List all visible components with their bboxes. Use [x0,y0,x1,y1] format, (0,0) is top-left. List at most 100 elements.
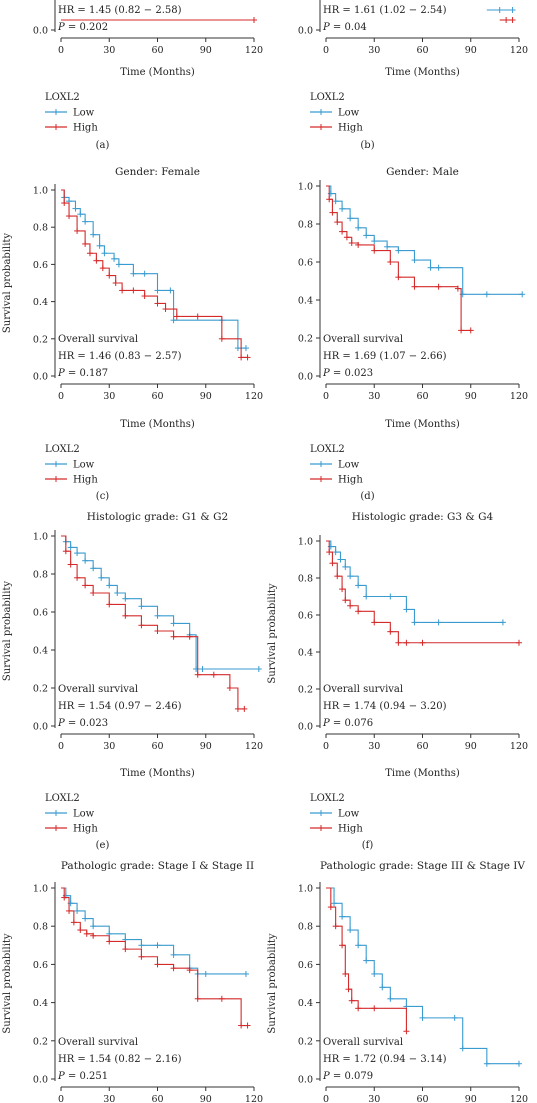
x-tick-label: 60 [151,45,163,56]
y-axis: 0.0 0.2 0.4 0.6 0.8 1.0 [33,184,56,383]
x-axis: 0 30 60 90 120 [323,383,528,402]
panel-title: Pathologic grade: Stage III & Stage IV [320,860,525,872]
x-tick-label: 0 [323,391,329,402]
x-tick-label: 0 [58,741,64,752]
p-value-number: = 0.187 [68,368,108,379]
panel-a: 0.0 0 30 60 90 120 Time (Months) HR = 1.45 (0.8… [33,0,263,151]
y-axis-label: Survival probability [2,933,13,1033]
y-axis: 0.0 [33,0,56,37]
series-low-curve [326,540,503,623]
annotation-title: Overall survival [323,1037,403,1048]
legend-label-high: High [338,475,363,486]
x-tick-label: 30 [368,391,380,402]
p-symbol: P [57,1071,68,1082]
plot-area [326,887,522,1067]
x-tick-label: 90 [200,1094,212,1103]
legend: LOXL2 Low High [45,92,98,134]
panel-label: (c) [96,491,110,502]
annotation: Overall survival HR = 1.54 (0.82 − 2.16) P… [57,1037,182,1082]
legend-label-low: Low [338,460,360,471]
annotation-title: Overall survival [58,334,138,345]
x-tick-label: 90 [465,1094,477,1103]
y-tick-label: 0.2 [33,1036,48,1047]
p-symbol: P [57,718,68,729]
legend-title: LOXL2 [45,793,80,804]
legend-label-low: Low [73,809,95,820]
series-high-curve [61,887,248,1027]
annotation-title: Overall survival [58,1037,138,1048]
y-tick-label: 0.8 [298,574,313,585]
y-tick-label: 0.2 [298,685,313,696]
y-tick-label: 0.2 [298,334,313,345]
plot-area [61,535,262,712]
y-tick-label: 0.0 [33,722,48,733]
panel-g: Pathologic grade: Stage I & Stage II0.00… [2,860,263,1103]
y-tick-label: 0.0 [33,1075,48,1086]
panel-title: Gender: Female [115,166,200,178]
x-axis: 0 30 60 90 120 [323,37,528,56]
panel-d: Gender: Male 0.0 0.2 0.4 0.6 0.8 1.0 0 30 60 90 120… [298,166,528,502]
x-tick-label: 120 [510,391,528,402]
y-tick-label: 0.4 [33,297,48,308]
legend-title: LOXL2 [45,92,80,103]
y-tick-label: 1.0 [298,537,313,548]
panel-f: Histologic grade: G3 & G4 0.0 0.2 0.4 0.6 0.8… [267,511,528,851]
p-symbol: P [322,368,333,379]
x-axis-label: Time (Months) [120,768,195,779]
x-tick-label: 0 [323,1094,329,1103]
x-axis-label: Time (Months) [385,419,460,430]
plot-area [61,17,257,23]
x-tick-label: 120 [510,1094,528,1103]
x-tick-label: 0 [58,1094,64,1103]
hazard-ratio: HR = 1.74 (0.94 − 3.20) [323,701,447,712]
x-axis: 0 30 60 90 120 [323,733,528,752]
y-tick-label: 0.6 [33,260,48,271]
y-axis-label: Survival probability [2,233,13,333]
x-tick-label: 0 [58,391,64,402]
y-tick-label: 0.6 [33,608,48,619]
p-value: P = 0.023 [57,718,108,729]
panel-label: (b) [360,140,374,151]
series-high-curve [326,185,471,331]
y-axis: 0.0 0.2 0.4 0.6 0.8 1.0 [298,535,321,733]
p-symbol: P [322,22,333,33]
legend-label-low: Low [338,108,360,119]
p-value-number: = 0.251 [68,1071,108,1082]
y-axis-label: Survival probability [267,933,278,1033]
x-axis-label: Time (Months) [385,768,460,779]
panel-c: Gender: Female 0.0 0.2 0.4 0.6 0.8 1.0 0 30 60 90 1… [2,166,263,502]
y-axis: 0.0 0.2 0.4 0.6 0.8 1.0 [33,882,56,1086]
y-tick-label: 1.0 [33,186,48,197]
p-value: P = 0.202 [57,22,108,33]
y-tick-label: 0.0 [298,1075,313,1086]
legend-title: LOXL2 [310,92,345,103]
x-tick-label: 30 [103,741,115,752]
x-tick-label: 60 [151,741,163,752]
p-value-number: = 0.076 [333,718,373,729]
x-tick-label: 0 [323,741,329,752]
x-tick-label: 0 [58,45,64,56]
p-value-number: = 0.023 [68,718,108,729]
x-tick-label: 30 [103,45,115,56]
x-tick-label: 30 [103,1094,115,1103]
y-tick-label: 0.0 [33,372,48,383]
panel-title: Histologic grade: G1 & G2 [87,511,228,523]
y-axis: 0.0 0.2 0.4 0.6 0.8 1.0 [33,530,56,733]
x-tick-label: 0 [323,45,329,56]
y-tick-label: 1.0 [298,884,313,895]
hazard-ratio: HR = 1.45 (0.82 − 2.58) [58,5,182,16]
x-tick-label: 60 [416,45,428,56]
x-tick-label: 120 [245,391,263,402]
legend-label-high: High [73,824,98,835]
panel-title: Histologic grade: G3 & G4 [352,511,494,523]
y-tick-label: 0.0 [33,26,48,37]
x-tick-label: 90 [200,45,212,56]
panel-label: (a) [96,140,110,151]
x-tick-label: 120 [245,1094,263,1103]
x-axis-label: Time (Months) [385,67,460,78]
series-high-curve [61,535,245,710]
y-tick-label: 0.8 [33,570,48,581]
plot-area [326,185,526,334]
y-tick-label: 0.2 [33,684,48,695]
legend: LOXL2 Low High [310,444,363,486]
